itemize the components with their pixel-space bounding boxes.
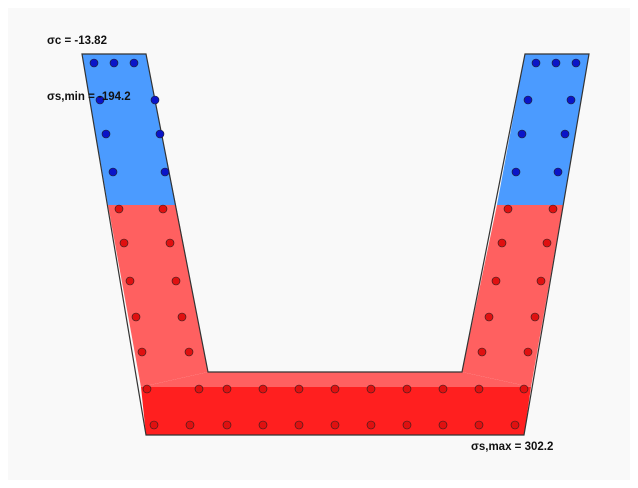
tension-bar [258,384,268,394]
tension-bar [158,204,168,214]
tension-bar [149,420,159,430]
compression-bar [531,58,541,68]
sigma-s-min-label: σs,min = -194.2 [47,91,131,103]
tension-bar [131,312,141,322]
tension-bar [165,238,175,248]
tension-bar [366,384,376,394]
tension-bar [171,276,181,286]
tension-bar [484,312,494,322]
tension-bar [497,238,507,248]
compression-bar [108,167,118,177]
compression-bar [95,95,105,105]
tension-bar [222,420,232,430]
tension-bar [530,312,540,322]
compression-bar [551,58,561,68]
tension-bar [137,347,147,357]
tension-bar [366,420,376,430]
tension-bar [536,276,546,286]
tension-bar [474,420,484,430]
tension-bar [185,420,195,430]
tension-bar [491,276,501,286]
right-wall-tension-zone [462,205,563,387]
tension-bar [438,384,448,394]
tension-bar [258,420,268,430]
compression-bar [155,129,165,139]
tension-bar [477,347,487,357]
sigma-c-label: σc = -13.82 [47,35,107,47]
compression-bar [109,58,119,68]
tension-bar [542,238,552,248]
tension-bar [294,384,304,394]
tension-bar [119,238,129,248]
compression-bar [101,129,111,139]
compression-bar [511,167,521,177]
bottom-slab-upper-band [141,372,531,387]
tension-bar [548,204,558,214]
tension-bar [184,347,194,357]
compression-bar [160,167,170,177]
tension-bar [294,420,304,430]
compression-bar [89,58,99,68]
tension-bar [125,276,135,286]
compression-bar [150,95,160,105]
tension-bar [438,420,448,430]
tension-bar [402,384,412,394]
left-wall-tension-zone [108,205,208,387]
sigma-s-max-label: σs,max = 302.2 [471,441,553,453]
section-outline [81,53,590,436]
tension-bar [177,312,187,322]
compression-bar [560,129,570,139]
tension-bar [114,204,124,214]
tension-bar [222,384,232,394]
compression-bar [129,58,139,68]
compression-bar [517,129,527,139]
compression-bar [571,58,581,68]
tension-bar [510,420,520,430]
tension-bar [474,384,484,394]
bottom-slab-tension-zone [141,387,531,435]
reinforcement-bars [89,58,581,430]
tension-bar [523,347,533,357]
tension-bar [519,384,529,394]
tension-bar [330,420,340,430]
right-wall-compression-zone [497,54,589,205]
compression-bar [566,95,576,105]
tension-bar [330,384,340,394]
compression-bar [523,95,533,105]
tension-bar [402,420,412,430]
tension-bar [142,384,152,394]
compression-bar [553,167,563,177]
tension-bar [503,204,513,214]
left-wall-compression-zone [82,54,176,205]
tension-bar [194,384,204,394]
